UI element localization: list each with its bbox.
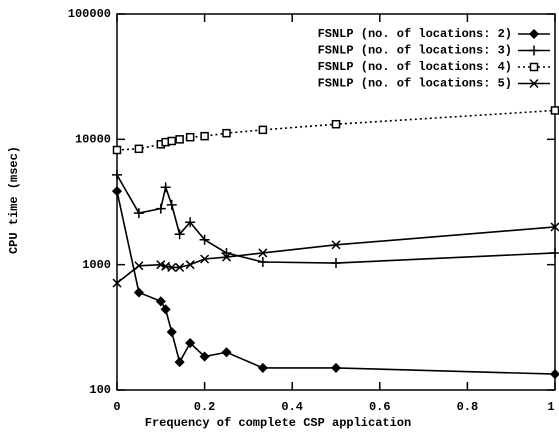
data-point bbox=[200, 131, 209, 141]
series-line bbox=[116, 190, 556, 375]
data-point bbox=[167, 136, 176, 146]
data-point bbox=[185, 337, 196, 349]
x-tick-label: 1 bbox=[547, 400, 554, 414]
data-point bbox=[133, 287, 144, 298]
data-point bbox=[112, 169, 122, 180]
data-point bbox=[330, 362, 342, 373]
data-point bbox=[133, 208, 144, 219]
data-point bbox=[550, 222, 559, 232]
legend-marker bbox=[529, 78, 539, 89]
x-axis-label: Frequency of complete CSP application bbox=[145, 416, 411, 430]
data-point bbox=[331, 240, 341, 250]
y-axis-label: CPU time (msec) bbox=[7, 146, 21, 254]
data-point bbox=[166, 326, 177, 338]
data-point bbox=[258, 248, 268, 258]
data-point bbox=[549, 369, 559, 380]
data-point bbox=[134, 144, 144, 154]
data-point bbox=[257, 257, 268, 268]
data-point bbox=[221, 252, 232, 262]
plot-frame bbox=[116, 13, 556, 391]
legend-label: FSNLP (no. of locations: 4) bbox=[318, 60, 512, 74]
y-tick-label: 100000 bbox=[68, 7, 111, 21]
data-point bbox=[185, 217, 196, 228]
legend-marker bbox=[529, 62, 539, 72]
x-tick-label: 0.2 bbox=[194, 400, 216, 414]
data-point bbox=[160, 182, 171, 193]
legend-marker bbox=[528, 28, 540, 40]
x-tick-label: 0.4 bbox=[281, 400, 303, 414]
data-point bbox=[112, 278, 122, 288]
data-point bbox=[331, 119, 341, 129]
series-line bbox=[116, 174, 556, 264]
y-tick-label: 1000 bbox=[82, 258, 111, 272]
y-tick-label: 100 bbox=[89, 383, 111, 397]
data-point bbox=[111, 186, 123, 197]
series-line bbox=[116, 226, 556, 284]
data-point bbox=[174, 229, 185, 240]
data-point bbox=[112, 145, 122, 155]
data-point bbox=[258, 125, 268, 135]
data-point bbox=[199, 351, 210, 362]
legend-label: FSNLP (no. of locations: 3) bbox=[318, 44, 512, 58]
series-line bbox=[116, 109, 556, 151]
data-point bbox=[156, 260, 166, 270]
x-tick-label: 0.6 bbox=[369, 400, 391, 414]
data-point bbox=[331, 258, 341, 269]
data-point bbox=[222, 128, 231, 138]
data-point bbox=[166, 199, 177, 210]
data-point bbox=[160, 304, 171, 315]
data-point bbox=[175, 262, 185, 272]
legend-label: FSNLP (no. of locations: 5) bbox=[318, 77, 512, 91]
data-point bbox=[221, 347, 232, 358]
data-point bbox=[134, 261, 144, 271]
x-tick-label: 0.8 bbox=[457, 400, 479, 414]
x-tick-label: 0 bbox=[113, 400, 120, 414]
data-point bbox=[174, 357, 185, 368]
data-point bbox=[550, 247, 559, 258]
data-point bbox=[155, 296, 166, 307]
legend-label: FSNLP (no. of locations: 2) bbox=[318, 27, 512, 41]
data-point bbox=[155, 203, 166, 214]
data-point bbox=[199, 234, 210, 245]
data-point bbox=[257, 362, 268, 373]
data-point bbox=[550, 106, 559, 115]
data-point bbox=[185, 260, 195, 270]
data-point bbox=[167, 262, 177, 272]
legend-marker bbox=[529, 45, 539, 56]
data-point bbox=[175, 135, 184, 144]
data-point bbox=[200, 254, 210, 264]
y-tick-label: 10000 bbox=[75, 133, 111, 147]
data-point bbox=[185, 132, 195, 142]
